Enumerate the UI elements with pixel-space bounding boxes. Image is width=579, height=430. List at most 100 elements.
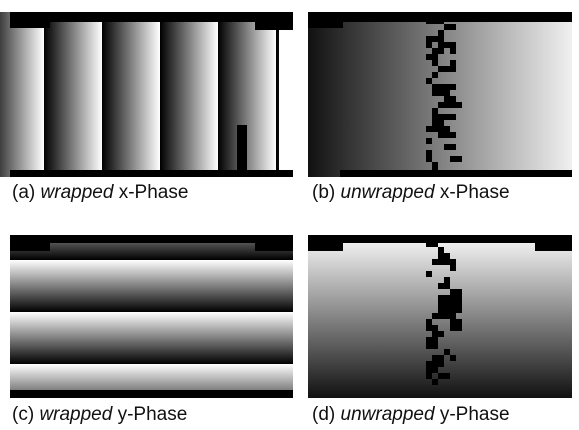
mask-pixel [450,307,462,313]
mask-pixel [444,277,450,283]
mask-pixel [426,343,438,349]
mask-pixel [432,355,438,361]
mask-pixel [432,84,438,90]
mask-pixel [426,271,432,277]
mask-pixel [444,253,450,259]
mask-pixel [438,18,444,24]
mask-pixel [426,367,438,373]
caption-label: (a) [12,182,35,203]
mask-pixel [432,48,444,54]
mask-pixel [432,60,438,66]
mask-pixel [426,126,438,132]
mask-pixel [438,283,444,289]
mask-pixel [426,361,432,367]
mask-pixel [432,162,438,168]
mask-pixel [450,319,462,325]
mask-pixel [444,235,450,241]
mask-pixel [426,319,432,325]
mask-pixel [450,48,456,54]
mask-pixel [444,259,456,265]
caption: (a) wrapped x-Phase [12,182,188,204]
mask-pixel [450,265,456,271]
mask-pixel [432,108,438,114]
mask-pixel [426,78,432,84]
image-b [308,12,572,177]
mask-pixel [450,295,462,301]
mask-pixel [444,114,456,120]
mask-pixel [432,120,444,126]
mask-pixel [444,132,456,138]
mask-pixel [426,150,432,156]
mask-pixel [432,168,438,174]
mask-pixel [426,241,438,247]
mask-pixel [438,84,444,90]
mask-pixel [438,361,444,367]
mask-pixel [438,247,444,253]
mask-pixel [432,259,438,265]
caption: (c) wrapped y-Phase [12,404,187,426]
mask-pixel [432,379,438,385]
mask-pixel [432,72,438,78]
figure [0,0,579,430]
caption-label: (b) [312,182,335,203]
mask-pixel [426,156,432,162]
caption-text: y-Phase [118,404,188,425]
mask-pixel [438,301,444,307]
mask-pixel [438,30,444,36]
image-c [10,235,293,398]
caption-emphasis: wrapped [41,182,114,203]
mask-pixel [432,12,438,18]
mask-pixel [444,84,456,90]
mask-pixel [438,36,444,42]
caption-label: (c) [12,404,34,425]
mask-pixel [450,156,462,162]
caption-label: (d) [312,404,335,425]
mask-pixel [450,144,456,150]
mask-pixel [438,126,450,132]
mask-pixel [426,373,432,379]
mask-pixel [438,307,444,313]
mask-pixel [444,66,456,72]
mask-pixel [450,325,462,331]
mask-pixel [432,90,438,96]
mask-pixel [444,24,456,30]
mask-pixel [438,42,450,48]
mask-pixel [426,337,438,343]
mask-pixel [450,42,456,48]
mask-pixel [432,361,438,367]
mask-pixel [432,313,444,319]
mask-pixel [438,295,450,301]
caption: (d) unwrapped y-Phase [312,404,510,426]
caption: (b) unwrapped x-Phase [312,182,510,204]
mask-pixel [426,42,432,48]
mask-pixel [444,102,456,108]
figure-page: (a) wrapped x-Phase (b) unwrapped x-Phas… [0,0,579,430]
mask-pixel [426,138,432,144]
mask-pixel [444,90,450,96]
caption-emphasis: unwrapped [341,404,435,425]
mask-pixel [450,301,462,307]
mask-pixel [426,18,438,24]
mask-pixel [444,96,456,102]
mask-pixel [438,102,444,108]
mask-pixel [450,60,456,66]
image-a [0,12,293,177]
mask-pixel [438,90,444,96]
mask-pixel [432,114,444,120]
mask-pixel [432,331,444,337]
mask-pixel [438,66,444,72]
mask-pixel [426,36,438,42]
caption-emphasis: wrapped [39,404,112,425]
caption-text: x-Phase [119,182,189,203]
mask-pixel [444,349,450,355]
mask-pixel [438,253,444,259]
mask-pixel [426,325,438,331]
image-d [308,235,572,398]
mask-pixel [438,132,444,138]
caption-emphasis: unwrapped [341,182,435,203]
mask-pixel [438,355,444,361]
mask-pixel [438,12,444,18]
mask-pixel [444,313,456,319]
mask-pixel [438,373,450,379]
mask-pixel [450,289,462,295]
